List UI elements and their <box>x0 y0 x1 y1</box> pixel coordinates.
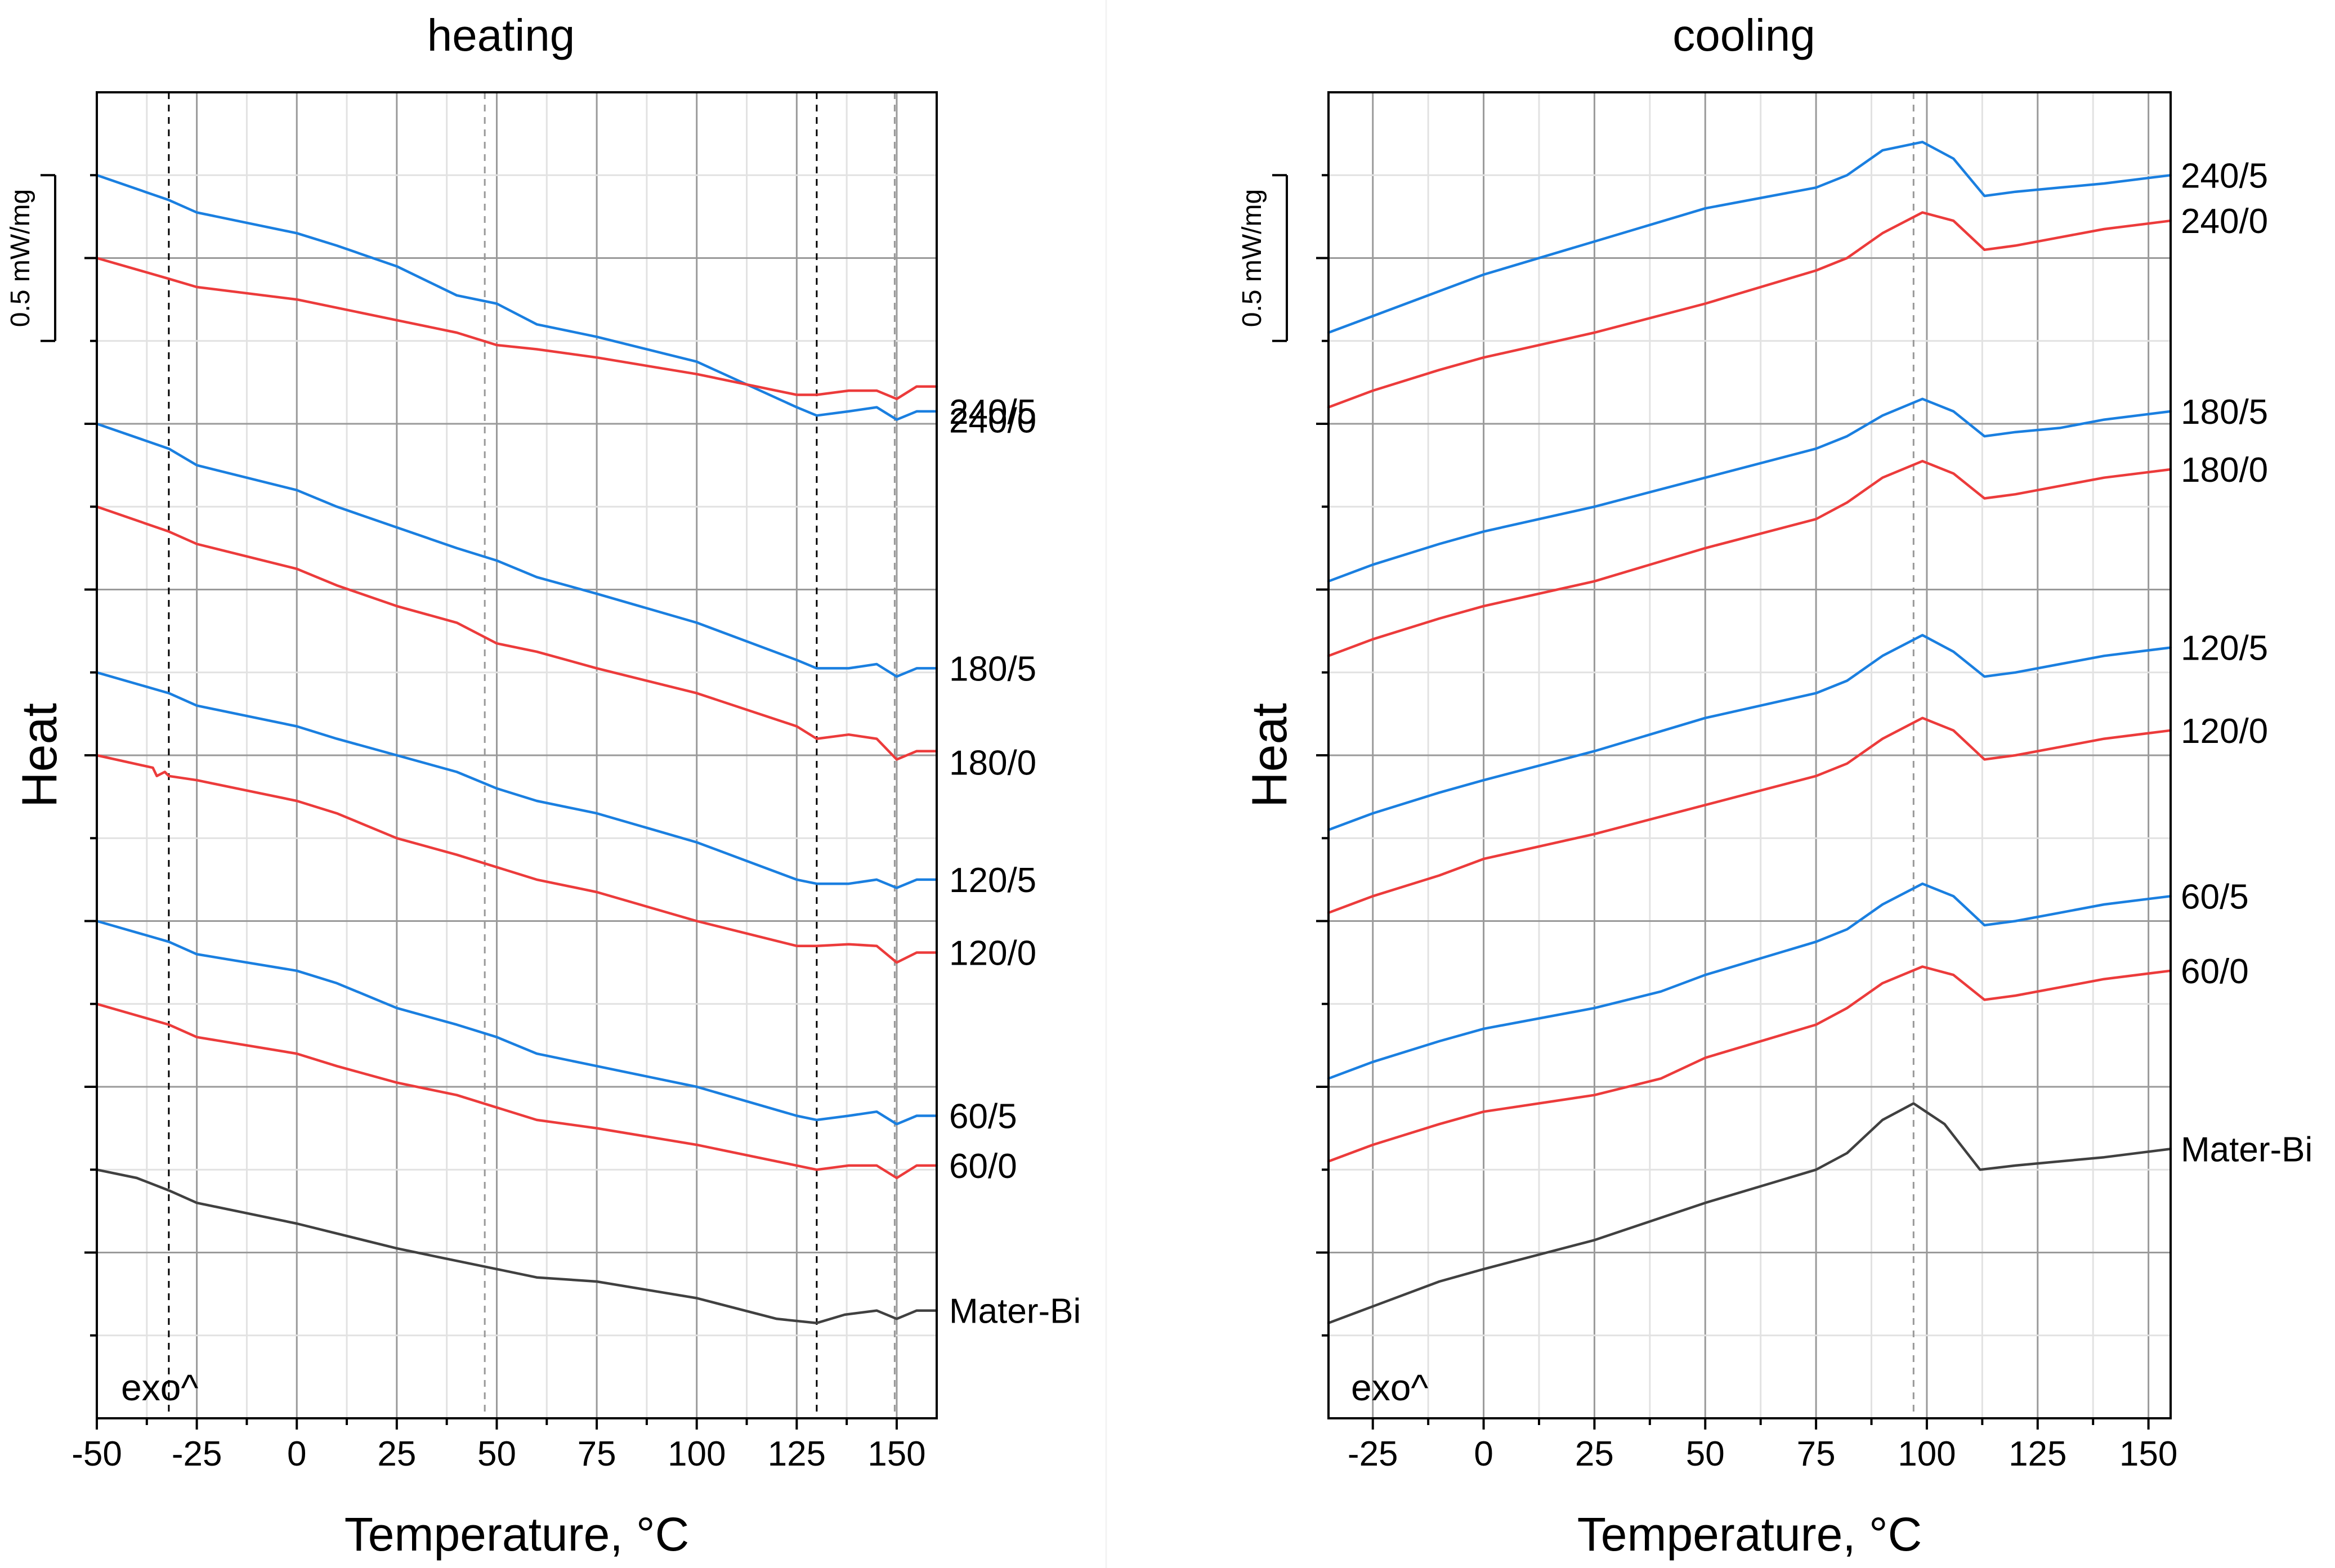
cooling-x-tick-label: -25 <box>1348 1435 1398 1473</box>
cooling-series-label: Mater-Bi <box>2181 1130 2312 1169</box>
heating-x-tick-label: 100 <box>668 1435 726 1473</box>
heating-title: heating <box>427 10 575 60</box>
heating-x-tick-label: 0 <box>287 1435 306 1473</box>
heating-series-label: 240/0 <box>949 402 1036 441</box>
cooling-series-label: 60/0 <box>2181 952 2249 991</box>
heating-series-label: 60/0 <box>949 1147 1017 1186</box>
heating-series-label: 180/0 <box>949 744 1036 783</box>
heating-series-mater-bi <box>95 1168 938 1324</box>
heating-series-label: 60/5 <box>949 1097 1017 1136</box>
heating-exo-annotation: exo^ <box>121 1367 198 1408</box>
cooling-x-tick-label: 25 <box>1575 1435 1614 1473</box>
heating-series-label: 180/5 <box>949 649 1036 688</box>
heating-series-120-0 <box>95 754 938 964</box>
heating-x-tick-label: -25 <box>172 1435 222 1473</box>
cooling-series-180-5 <box>1327 397 2172 583</box>
heating-series-label: Mater-Bi <box>949 1292 1081 1331</box>
heating-x-tick-label: 150 <box>867 1435 925 1473</box>
cooling-series-label: 120/5 <box>2181 629 2268 668</box>
heating-x-tick-label: 25 <box>377 1435 416 1473</box>
heating-x-tick-label: -50 <box>71 1435 122 1473</box>
cooling-x-tick-label: 0 <box>1474 1435 1493 1473</box>
heating-series-label: 120/0 <box>949 934 1036 973</box>
cooling-series-label: 180/5 <box>2181 393 2268 432</box>
cooling-scale-bar-label: 0.5 mW/mg <box>1237 189 1267 327</box>
cooling-title: cooling <box>1672 10 1815 60</box>
cooling-panel: 240/5 240/0 180/5 180/0 120/5 120/0 60/5 60/0 Ma… <box>1237 10 2312 1561</box>
heating-series-60-5 <box>95 920 938 1126</box>
heating-series-label: 120/5 <box>949 861 1036 900</box>
heating-x-axis-label: Temperature, °C <box>345 1508 690 1561</box>
cooling-scale-bar: 0.5 mW/mg <box>1237 174 1288 342</box>
cooling-x-tick-label: 150 <box>2119 1435 2177 1473</box>
cooling-x-axis-label: Temperature, °C <box>1577 1508 1922 1561</box>
cooling-x-tick-label: 75 <box>1797 1435 1836 1473</box>
cooling-series-240-5 <box>1327 141 2172 334</box>
cooling-x-tick-label: 125 <box>2009 1435 2066 1473</box>
heating-x-tick-label: 125 <box>768 1435 826 1473</box>
cooling-series-label: 240/0 <box>2181 202 2268 241</box>
heating-series-120-5 <box>95 671 938 889</box>
heating-series-180-0 <box>95 505 938 761</box>
cooling-x-tick-label: 50 <box>1686 1435 1725 1473</box>
heating-scale-bar-label: 0.5 mW/mg <box>6 189 35 327</box>
heating-series-60-0 <box>95 1002 938 1180</box>
cooling-series-label: 180/0 <box>2181 451 2268 490</box>
heating-y-axis-label: Heat <box>11 703 67 808</box>
cooling-series-120-5 <box>1327 634 2172 831</box>
cooling-series-240-0 <box>1327 211 2172 409</box>
cooling-series-label: 240/5 <box>2181 156 2268 195</box>
cooling-exo-annotation: exo^ <box>1351 1367 1428 1408</box>
cooling-series-60-0 <box>1327 965 2172 1163</box>
cooling-y-axis-label: Heat <box>1241 703 1297 808</box>
cooling-x-tick-label: 100 <box>1898 1435 1956 1473</box>
heating-series-240-5 <box>95 174 938 421</box>
cooling-series-label: 120/0 <box>2181 712 2268 751</box>
cooling-series-mater-bi <box>1327 1102 2172 1324</box>
cooling-series-120-0 <box>1327 716 2172 915</box>
heating-scale-bar: 0.5 mW/mg <box>6 174 56 342</box>
heating-x-tick-label: 50 <box>477 1435 516 1473</box>
heating-series-180-5 <box>95 422 938 678</box>
cooling-series-60-5 <box>1327 882 2172 1080</box>
heating-series-label: 240/5 <box>949 393 1036 432</box>
cooling-series-180-0 <box>1327 460 2172 657</box>
cooling-series-label: 60/5 <box>2181 877 2249 916</box>
heating-x-tick-label: 75 <box>578 1435 616 1473</box>
heating-series-240-0 <box>95 257 938 401</box>
